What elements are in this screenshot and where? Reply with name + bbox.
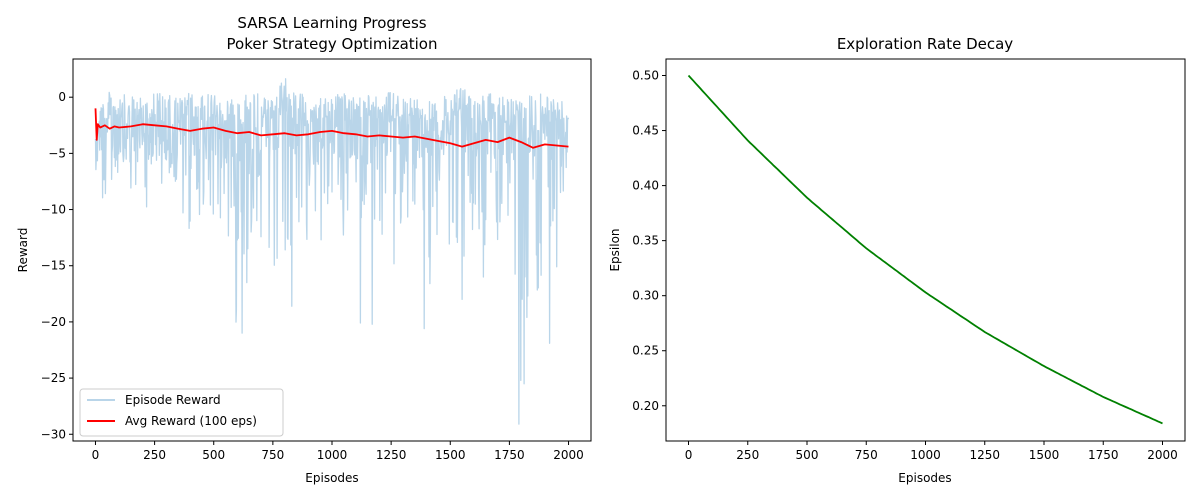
reward-chart-ytick-label: −25	[41, 371, 66, 385]
epsilon-chart-xlabel: Episodes	[898, 471, 951, 485]
epsilon-chart-ylabel: Epsilon	[608, 228, 622, 271]
epsilon-chart-title: Exploration Rate Decay	[837, 35, 1013, 53]
epsilon-chart-ytick-label: 0.35	[632, 234, 659, 248]
reward-chart-xtick-label: 0	[92, 448, 100, 462]
epsilon-chart-xtick-label: 1000	[910, 448, 941, 462]
epsilon-chart-ytick-label: 0.30	[632, 289, 659, 303]
reward-chart-xtick-label: 1750	[494, 448, 525, 462]
reward-chart-ytick-label: −20	[41, 315, 66, 329]
reward-chart-xtick-label: 500	[202, 448, 225, 462]
epsilon-chart-xtick-label: 1250	[969, 448, 1000, 462]
epsilon-chart-ytick-label: 0.20	[632, 399, 659, 413]
reward-chart-ytick-label: −30	[41, 427, 66, 441]
epsilon-chart-xtick-label: 0	[685, 448, 693, 462]
reward-chart-xlabel: Episodes	[305, 471, 358, 485]
reward-chart-xtick-label: 1000	[317, 448, 348, 462]
legend-label-avg-reward: Avg Reward (100 eps)	[125, 414, 257, 428]
episode-reward-line	[94, 78, 570, 425]
epsilon-chart-ytick-label: 0.25	[632, 344, 659, 358]
reward-chart-ytick-label: −10	[41, 203, 66, 217]
reward-chart-xtick-label: 1250	[376, 448, 407, 462]
epsilon-chart-xtick-label: 1500	[1029, 448, 1060, 462]
reward-chart-subtitle: Poker Strategy Optimization	[227, 35, 438, 53]
epsilon-line	[687, 74, 1163, 425]
reward-chart-ytick-label: 0	[58, 90, 66, 104]
epsilon-chart-xtick-label: 2000	[1147, 448, 1178, 462]
reward-chart-ylabel: Reward	[16, 228, 30, 273]
reward-chart: SARSA Learning Progress Poker Strategy O…	[16, 14, 592, 485]
reward-chart-xtick-label: 250	[143, 448, 166, 462]
epsilon-chart-xtick-label: 500	[796, 448, 819, 462]
legend-box	[79, 388, 284, 437]
reward-chart-ytick-label: −15	[41, 259, 66, 273]
reward-chart-ytick-label: −5	[48, 146, 66, 160]
legend-label-episode-reward: Episode Reward	[125, 393, 221, 407]
epsilon-chart-ytick-label: 0.40	[632, 179, 659, 193]
reward-chart-title: SARSA Learning Progress	[237, 14, 426, 32]
reward-chart-xtick-label: 2000	[553, 448, 584, 462]
reward-chart-xtick-label: 750	[261, 448, 284, 462]
reward-chart-legend: Episode Reward Avg Reward (100 eps)	[79, 388, 284, 437]
epsilon-chart-xtick-label: 1750	[1088, 448, 1119, 462]
epsilon-chart: Exploration Rate Decay 0 250 500 750 1000 125…	[608, 35, 1186, 485]
epsilon-chart-frame	[665, 58, 1186, 442]
epsilon-chart-xtick-label: 250	[736, 448, 759, 462]
epsilon-chart-ytick-label: 0.45	[632, 124, 659, 138]
epsilon-chart-xtick-label: 750	[855, 448, 878, 462]
avg-reward-line	[94, 108, 569, 149]
epsilon-chart-ytick-label: 0.50	[632, 69, 659, 83]
reward-chart-xtick-label: 1500	[435, 448, 466, 462]
